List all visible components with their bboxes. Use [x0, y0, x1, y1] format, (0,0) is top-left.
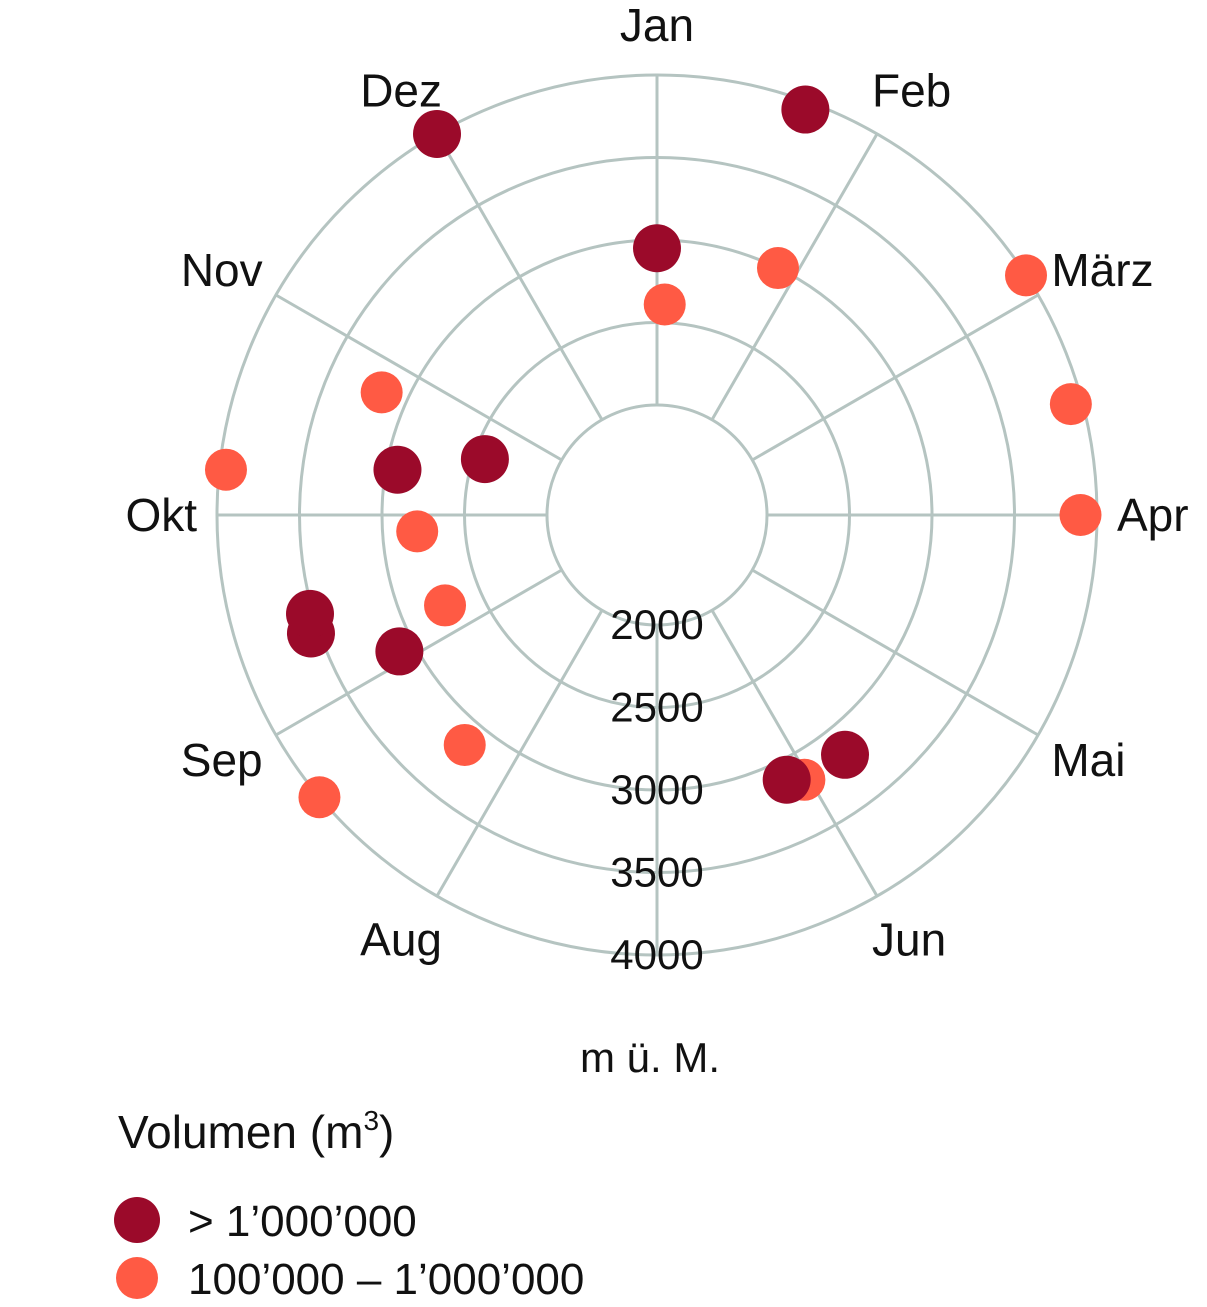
legend: Volumen (m3) > 1’000’000 100’000 – 1’000… [114, 1105, 584, 1304]
month-label: März [1051, 244, 1153, 296]
month-label: Jun [872, 913, 946, 965]
data-point-medium [1049, 383, 1092, 426]
legend-swatch-large [114, 1197, 160, 1243]
radial-tick-labels: 2000 2500 3000 3500 4000 [610, 601, 703, 978]
month-label: Apr [1117, 489, 1189, 541]
legend-title: Volumen (m3) [118, 1105, 394, 1158]
data-point-medium [756, 247, 799, 290]
legend-label-medium: 100’000 – 1’000’000 [188, 1255, 584, 1304]
radial-tick-label: 3500 [610, 849, 703, 896]
grid-spoke [751, 293, 1039, 462]
month-label: Sep [181, 734, 263, 786]
month-label: Okt [125, 489, 197, 541]
month-label: Dez [360, 65, 442, 117]
data-point-medium [1059, 494, 1102, 536]
data-point-medium [360, 371, 403, 414]
month-labels: Jan Feb März Apr Mai Jun Aug Sep Okt Nov Dez [125, 0, 1188, 965]
legend-swatch-medium [116, 1257, 158, 1299]
data-point-medium [443, 723, 486, 766]
data-point-large [633, 224, 681, 273]
radial-tick-label: 2000 [610, 601, 703, 648]
grid-spoke [710, 609, 879, 897]
polar-grid [215, 73, 1099, 957]
data-point-large [286, 589, 335, 638]
data-point-large [821, 730, 870, 779]
data-point-large [781, 85, 830, 134]
data-point-large [413, 109, 461, 158]
month-label: Aug [360, 913, 442, 965]
data-points [204, 85, 1102, 819]
data-point-large [762, 755, 811, 804]
grid-spoke [435, 609, 604, 897]
grid-spoke [751, 568, 1039, 737]
data-point-large [373, 445, 422, 494]
radial-tick-label: 3000 [610, 766, 703, 813]
grid-spoke [275, 293, 563, 462]
legend-label-large: > 1’000’000 [188, 1197, 417, 1246]
month-label: Feb [872, 65, 951, 117]
data-point-medium [424, 584, 467, 627]
grid-ring [545, 403, 769, 627]
month-label: Jan [620, 0, 694, 51]
data-point-large [460, 435, 509, 484]
month-label: Mai [1051, 734, 1125, 786]
data-point-medium [298, 776, 341, 819]
month-label: Nov [181, 244, 263, 296]
data-point-medium [1005, 254, 1048, 297]
data-point-large [375, 627, 424, 676]
radial-tick-label: 2500 [610, 684, 703, 731]
grid-spoke [435, 133, 604, 421]
data-point-medium [396, 510, 439, 553]
radial-axis-unit: m ü. M. [580, 1034, 720, 1081]
data-point-medium [643, 283, 686, 326]
data-point-medium [204, 448, 247, 491]
radial-tick-label: 4000 [610, 931, 703, 978]
